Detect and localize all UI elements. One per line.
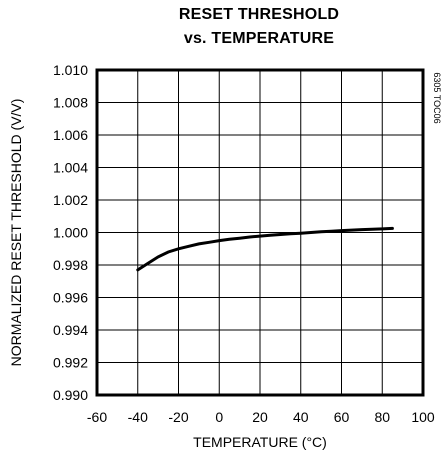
x-tick-label: 40: [293, 409, 309, 425]
series-line: [136, 226, 394, 272]
y-tick-label: 1.000: [53, 225, 88, 241]
chart-title-line1: RESET THRESHOLD: [178, 6, 340, 23]
figure-code: 6305 TOC06: [432, 72, 442, 123]
x-tick-labels: -60 -40 -20 0 20 40 60 80 100: [87, 409, 435, 425]
grid-lines: [97, 70, 423, 395]
x-tick-label: -40: [128, 409, 148, 425]
y-tick-label: 1.008: [53, 95, 88, 111]
y-tick-label: 1.004: [53, 160, 88, 176]
y-tick-label: 0.992: [53, 355, 88, 371]
y-tick-label: 0.996: [53, 290, 88, 306]
x-tick-label: 100: [411, 409, 435, 425]
y-tick-label: 0.998: [53, 257, 88, 273]
y-tick-label: 1.006: [53, 127, 88, 143]
y-tick-label: 1.010: [53, 62, 88, 78]
x-tick-label: -60: [87, 409, 107, 425]
x-tick-label: -20: [168, 409, 188, 425]
y-tick-label: 1.002: [53, 192, 88, 208]
y-tick-label: 0.994: [53, 322, 88, 338]
y-axis-label: NORMALIZED RESET THRESHOLD (V/V): [8, 99, 24, 367]
x-tick-label: 80: [374, 409, 390, 425]
y-tick-label: 0.990: [53, 387, 88, 403]
x-axis-label: TEMPERATURE (°C): [193, 434, 327, 450]
x-tick-label: 20: [252, 409, 268, 425]
plot-frame: [95, 68, 425, 397]
chart-title-line2: vs. TEMPERATURE: [183, 30, 335, 47]
y-tick-labels: 1.010 1.008 1.006 1.004 1.002 1.000 0.998 0.996…: [53, 62, 88, 403]
x-tick-label: 0: [215, 409, 223, 425]
x-tick-label: 60: [334, 409, 350, 425]
